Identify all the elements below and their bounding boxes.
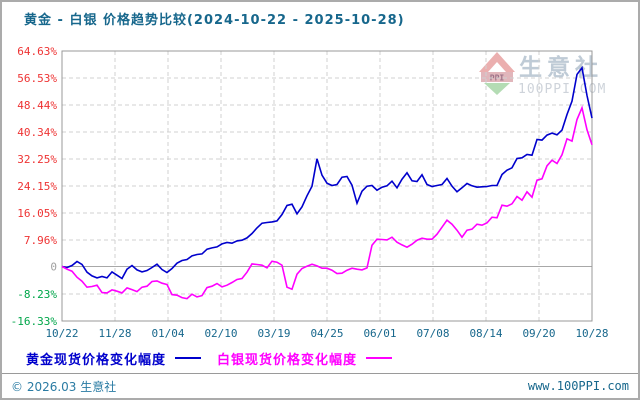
legend-silver-label: 白银现货价格变化幅度: [217, 352, 358, 368]
legend-gold-line-swatch: [175, 357, 202, 359]
x-tick-label: 10/22: [45, 327, 78, 340]
legend-gold-label: 黄金现货价格变化幅度: [26, 352, 167, 368]
x-tick-label: 04/25: [310, 327, 343, 340]
y-tick-label: 48.44%: [17, 99, 57, 112]
footer-bar: © 2026.03 生意社 www.100PPI.com: [2, 373, 638, 398]
watermark-brand-text: 生意社: [519, 54, 603, 81]
legend: 黄金现货价格变化幅度 白银现货价格变化幅度: [26, 350, 408, 368]
chart-title: 黄金 - 白银 价格趋势比较(2024-10-22 - 2025-10-28): [24, 13, 405, 28]
y-tick-label: -16.33%: [11, 315, 58, 328]
gridlines: [62, 51, 592, 321]
x-tick-label: 07/08: [416, 327, 449, 340]
x-tick-label: 02/10: [204, 327, 237, 340]
watermark-logo-roof-notch: [488, 62, 506, 72]
watermark-domain-text: 100PPI.COM: [518, 82, 606, 97]
x-tick-label: 01/04: [151, 327, 184, 340]
website-link[interactable]: www.100PPI.com: [527, 379, 629, 393]
x-tick-label: 06/01: [363, 327, 396, 340]
y-tick-label: 0: [50, 261, 57, 274]
series-line: [61, 65, 593, 280]
y-tick-label: 56.53%: [17, 72, 57, 85]
y-axis-labels: 64.63% 56.53% 48.44% 40.34% 32.25% 24.15% 16.0…: [11, 45, 58, 328]
y-tick-label: 40.34%: [17, 126, 57, 139]
x-tick-label: 10/28: [575, 327, 608, 340]
x-tick-label: 09/20: [522, 327, 555, 340]
plot-border: [61, 50, 593, 322]
x-tick-label: 08/14: [469, 327, 502, 340]
y-tick-label: -8.23%: [17, 288, 57, 301]
x-axis-labels: 10/22 11/28 01/04 02/10 03/19 04/25 06/01 07/08…: [45, 327, 608, 340]
copyright-text: © 2026.03 生意社: [11, 379, 117, 394]
x-tick-label: 11/28: [98, 327, 131, 340]
watermark-logo-base-icon: [484, 83, 510, 95]
y-tick-label: 16.05%: [17, 207, 57, 220]
price-trend-chart: PPI 生意社 100PPI.COM 64.63% 56.53% 48.44% 40.…: [11, 45, 609, 340]
y-tick-label: 7.96%: [24, 234, 57, 247]
watermark: PPI 生意社 100PPI.COM: [479, 52, 606, 97]
y-tick-label: 24.15%: [17, 180, 57, 193]
y-tick-label: 32.25%: [17, 153, 57, 166]
legend-silver-line-swatch: [366, 357, 393, 359]
watermark-logo-ppi-box: [481, 72, 513, 82]
data-lines: [61, 65, 593, 300]
x-tick-label: 03/19: [257, 327, 290, 340]
y-tick-label: 64.63%: [17, 45, 57, 58]
series-line: [61, 105, 593, 300]
